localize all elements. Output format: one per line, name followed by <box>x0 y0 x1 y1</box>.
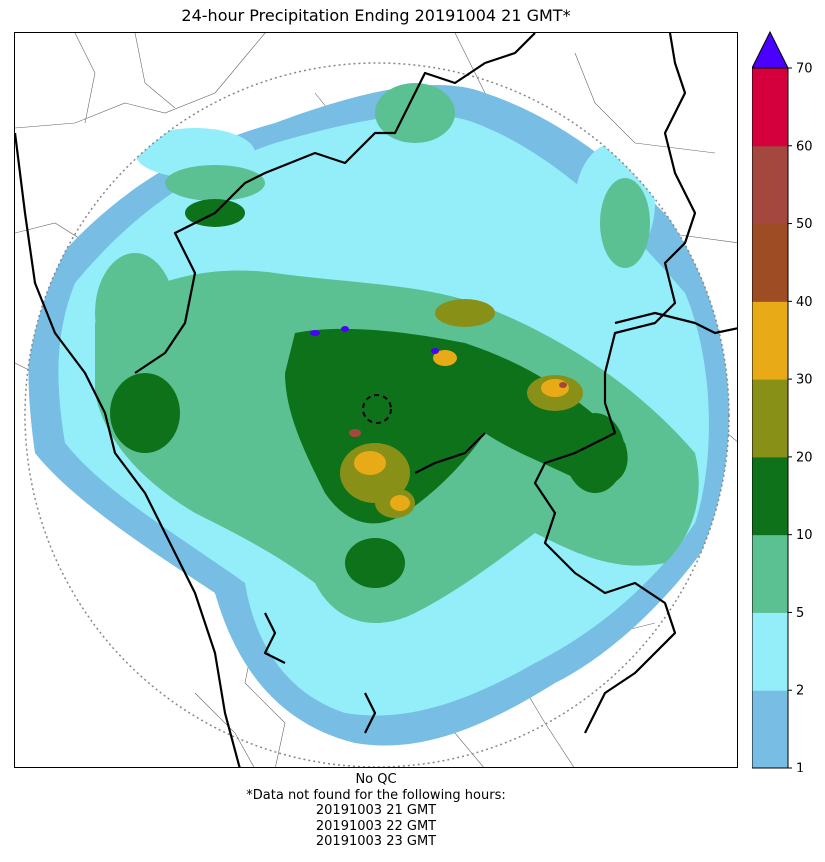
colorbar-tick-label: 70 <box>796 62 813 77</box>
colorbar-segment <box>752 456 788 536</box>
colorbar-frame <box>752 67 789 769</box>
radar-range-ring <box>24 62 730 767</box>
colorbar-body <box>752 30 789 769</box>
colorbar-tick-label: 5 <box>796 606 804 621</box>
missing-hour: 20191003 21 GMT <box>315 803 437 818</box>
colorbar-tick-label: 50 <box>796 217 813 232</box>
precip-over-range <box>310 326 439 354</box>
colorbar-segment <box>752 301 788 380</box>
map-canvas <box>15 33 737 767</box>
colorbar-segment <box>752 690 788 769</box>
colorbar-ticks: 1 2 5 10 20 30 40 50 60 70 <box>788 62 813 773</box>
colorbar-segment <box>752 534 788 613</box>
precip-level-50 <box>349 382 567 437</box>
colorbar-segment <box>752 379 788 458</box>
colorbar-tick-label: 10 <box>796 528 813 543</box>
colorbar-extend-arrow <box>752 30 789 69</box>
missing-hour: 20191003 23 GMT <box>315 834 437 849</box>
colorbar-segment <box>752 612 788 691</box>
colorbar-tick-label: 40 <box>796 295 813 310</box>
precipitation-field <box>28 83 729 746</box>
radar-map <box>14 32 738 768</box>
precip-level-20 <box>340 299 583 518</box>
colorbar-tick-label: 20 <box>796 450 813 465</box>
colorbar-tick-label: 30 <box>796 373 813 388</box>
colorbar-tick-label: 2 <box>796 684 804 699</box>
colorbar-tick-label: 1 <box>796 762 804 773</box>
missing-hour: 20191003 22 GMT <box>315 818 437 834</box>
data-notes: No QC *Data not found for the following … <box>14 772 738 850</box>
qc-note: No QC <box>355 772 397 787</box>
missing-data-note: *Data not found for the following hours: <box>246 787 506 803</box>
precip-level-30 <box>354 350 569 511</box>
colorbar-tick-label: 60 <box>796 139 813 154</box>
chart-title: 24-hour Precipitation Ending 20191004 21… <box>181 6 571 25</box>
state-boundaries <box>15 33 737 767</box>
colorbar-segment <box>752 145 788 225</box>
colorbar: 1 2 5 10 20 30 40 50 60 70 <box>752 30 813 773</box>
colorbar-segment <box>752 223 788 302</box>
colorbar-segment <box>752 68 788 147</box>
radar-site-ring <box>362 394 392 424</box>
